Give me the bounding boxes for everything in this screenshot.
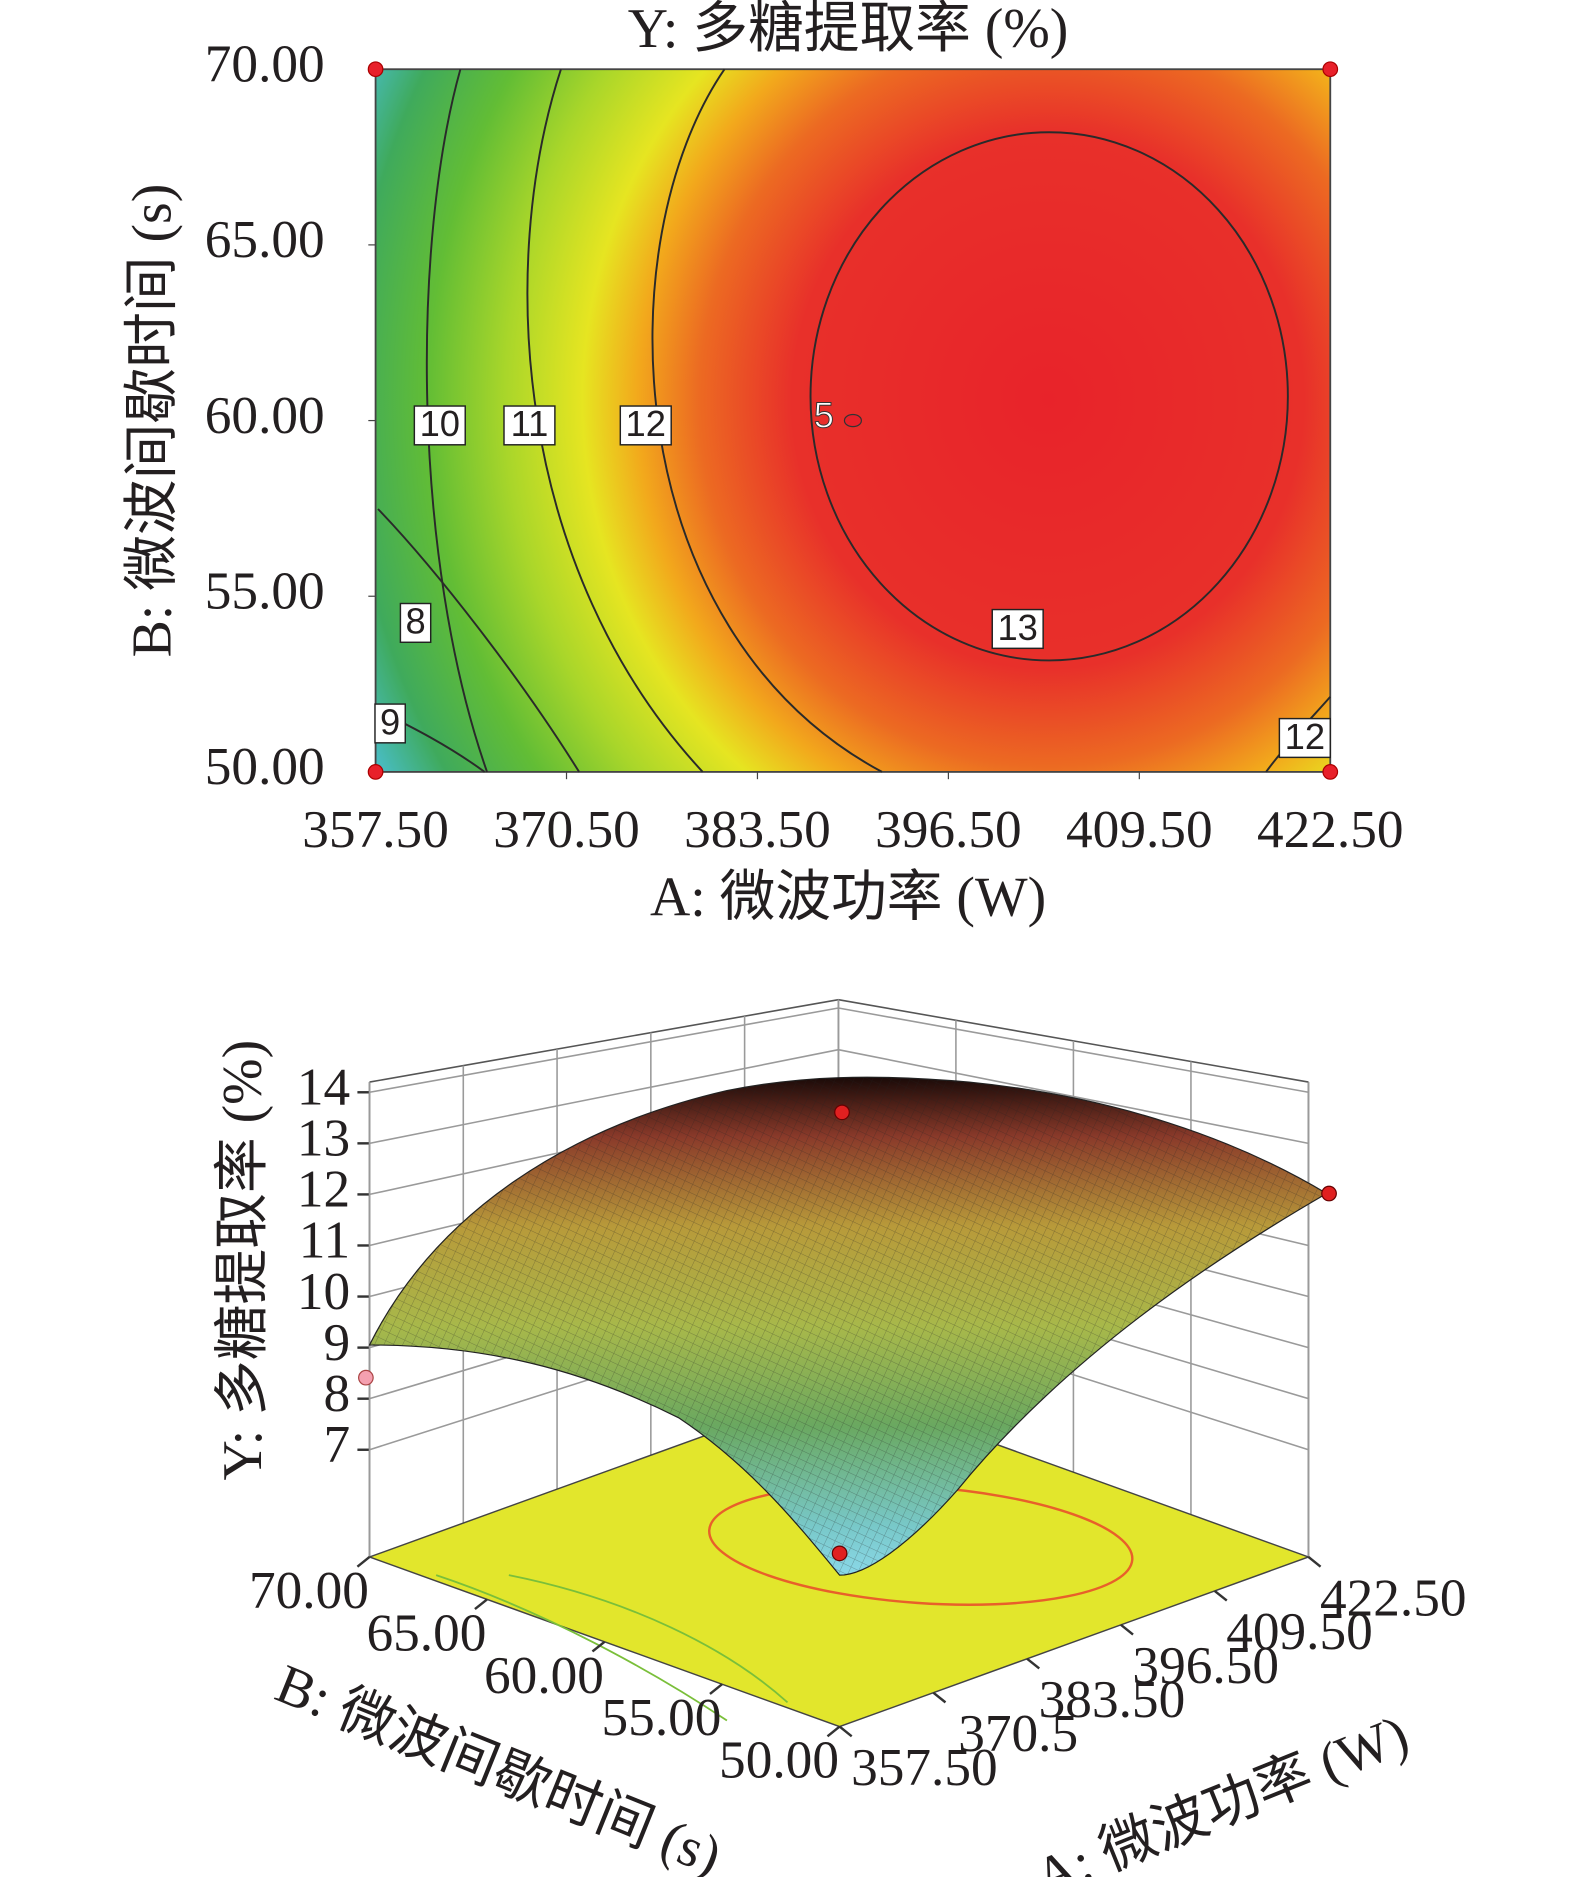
z-tick-label: 11 xyxy=(299,1211,350,1270)
y-tick xyxy=(826,1725,841,1738)
contour-label: 9 xyxy=(380,701,400,742)
design-point xyxy=(831,1545,848,1562)
contour-chart: Y: 多糖提取率 (%) 5 A: 微波功率 (W) B: 微波间歇时间 (s)… xyxy=(121,0,1403,929)
x-tick xyxy=(1307,1556,1322,1568)
y-tick xyxy=(356,1556,371,1568)
floor-contour xyxy=(508,1574,789,1704)
x-tick-label: 370.50 xyxy=(493,800,640,859)
box-edge xyxy=(369,998,839,1083)
x-tick-label: 422.50 xyxy=(1320,1568,1467,1627)
z-tick-label: 10 xyxy=(297,1262,350,1321)
surface-mesh xyxy=(369,1077,1327,1576)
design-point xyxy=(1322,764,1339,780)
design-point xyxy=(843,413,863,428)
y-tick-label: 65.00 xyxy=(367,1603,487,1662)
y-tick-label: 55.00 xyxy=(205,561,325,620)
grid-line xyxy=(369,1007,839,1094)
design-point xyxy=(834,1104,850,1121)
design-point xyxy=(358,1369,374,1386)
x-tick-label: 357.50 xyxy=(851,1738,998,1797)
x-tick-label: 383.50 xyxy=(684,800,831,859)
x-tick-label: 409.50 xyxy=(1066,800,1213,859)
contour-label: 12 xyxy=(626,403,666,444)
x-tick-label: 383.50 xyxy=(1039,1670,1186,1729)
y-tick-label: 50.00 xyxy=(719,1731,839,1790)
x-tick-label: 370.5 xyxy=(958,1704,1078,1763)
contour-label-box xyxy=(991,608,1044,650)
y-tick xyxy=(709,1683,723,1695)
y-tick-label: 50.00 xyxy=(205,737,325,796)
z-tick-label: 13 xyxy=(297,1109,350,1168)
contour-label-box xyxy=(1278,717,1331,759)
annotation: 5 xyxy=(814,395,834,436)
x-tick xyxy=(932,1691,947,1704)
x-tick-label: 409.50 xyxy=(1226,1602,1373,1661)
x-tick xyxy=(1213,1589,1228,1602)
x-tick xyxy=(1120,1623,1134,1636)
contour-label: 8 xyxy=(405,601,425,642)
grid-line xyxy=(369,1048,839,1145)
z-tick-label: 8 xyxy=(323,1364,350,1423)
y-tick-label: 60.00 xyxy=(205,386,325,445)
y-tick-label: 70.00 xyxy=(205,34,325,93)
contour-label-box xyxy=(374,703,406,744)
design-point xyxy=(367,61,384,78)
contour-label: 12 xyxy=(1285,716,1325,757)
x-tick-label: 422.50 xyxy=(1257,800,1404,859)
design-point xyxy=(367,764,384,780)
contour-line xyxy=(377,508,580,773)
z-tick-label: 14 xyxy=(297,1058,350,1117)
x-tick xyxy=(838,1725,853,1738)
contour-label-box xyxy=(413,405,466,446)
contour-label-box xyxy=(619,405,672,446)
z-axis-label: Y: 多糖提取率 (%) xyxy=(212,1040,274,1481)
y-tick-label: 60.00 xyxy=(484,1646,604,1705)
floor-contour xyxy=(435,1574,728,1722)
z-tick-label: 9 xyxy=(323,1313,350,1372)
x-tick-label: 357.50 xyxy=(302,800,449,859)
contour-label: 11 xyxy=(511,403,549,444)
design-point xyxy=(1321,1185,1337,1202)
x-tick xyxy=(1026,1657,1041,1670)
y-tick xyxy=(474,1598,488,1611)
chart-title: Y: 多糖提取率 (%) xyxy=(628,0,1069,60)
x-axis-label: A: 微波功率 (W) xyxy=(1026,1704,1417,1877)
y-tick xyxy=(591,1640,606,1653)
z-tick-label: 7 xyxy=(323,1415,350,1474)
y-axis-label: B: 微波间歇时间 (s) xyxy=(121,184,183,658)
x-axis-label: A: 微波功率 (W) xyxy=(650,867,1046,929)
y-tick-label: 70.00 xyxy=(249,1561,369,1620)
z-tick-label: 12 xyxy=(297,1160,350,1219)
contour-label: 13 xyxy=(997,607,1037,648)
contour-line xyxy=(809,131,1289,662)
contour-line xyxy=(425,68,488,773)
y-tick-label: 55.00 xyxy=(602,1688,722,1747)
contour-label: 10 xyxy=(420,403,460,444)
x-tick-label: 396.50 xyxy=(875,800,1022,859)
contour-label-box xyxy=(399,602,432,644)
contour-label-box xyxy=(503,405,556,446)
x-tick-label: 396.50 xyxy=(1132,1636,1279,1695)
design-point xyxy=(1322,61,1339,78)
y-tick-label: 65.00 xyxy=(205,210,325,269)
